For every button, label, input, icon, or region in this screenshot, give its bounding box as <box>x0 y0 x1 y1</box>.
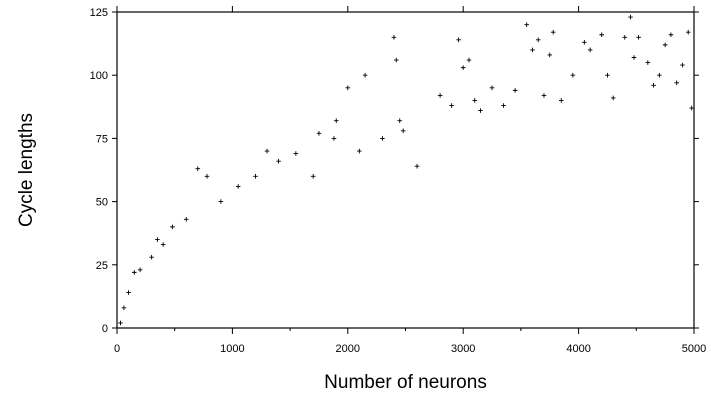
data-point <box>118 320 123 326</box>
data-point <box>657 72 662 78</box>
data-point <box>121 305 127 311</box>
y-axis-label: Cycle lengths <box>16 113 37 227</box>
data-point <box>293 151 299 156</box>
x-tick-label: 4000 <box>566 343 590 355</box>
x-tick-label: 0 <box>114 343 120 355</box>
data-point <box>662 42 668 48</box>
data-point <box>628 14 633 20</box>
data-point <box>253 174 258 179</box>
data-point <box>541 93 547 98</box>
data-point <box>183 216 189 222</box>
data-point <box>414 163 420 169</box>
data-point <box>380 136 385 141</box>
data-point <box>501 103 506 108</box>
data-point <box>155 237 160 242</box>
data-point <box>276 158 281 164</box>
data-point <box>149 254 154 260</box>
data-point <box>310 174 316 179</box>
data-point <box>466 57 472 63</box>
data-point <box>345 85 351 91</box>
data-point <box>645 60 651 65</box>
axis-ticks: 0 1000 2000 3000 4000 5000 0 25 50 75 100 125 <box>90 6 706 355</box>
data-point <box>264 148 270 154</box>
y-tick-label: 75 <box>96 133 108 145</box>
x-tick-label: 1000 <box>220 343 244 355</box>
data-point <box>400 128 406 134</box>
y-tick-label: 0 <box>102 323 108 335</box>
data-point <box>235 184 241 189</box>
data-point <box>668 32 674 38</box>
x-tick-label: 3000 <box>451 343 475 355</box>
data-point <box>535 37 541 43</box>
data-point <box>582 40 587 45</box>
data-point <box>622 34 628 40</box>
data-point <box>689 105 694 111</box>
data-point <box>132 270 137 275</box>
data-point <box>170 224 175 230</box>
data-point <box>605 72 610 78</box>
data-point <box>437 93 443 98</box>
data-point <box>512 88 518 93</box>
data-point <box>636 34 641 40</box>
data-point <box>393 57 399 63</box>
data-point <box>397 118 403 124</box>
data-point <box>160 242 166 247</box>
data-point <box>218 199 224 204</box>
data-point <box>547 52 553 58</box>
data-point <box>316 131 322 136</box>
data-point <box>530 47 535 53</box>
data-point <box>558 98 564 103</box>
data-point <box>456 37 461 43</box>
data-point <box>362 72 368 78</box>
data-point <box>587 47 593 53</box>
y-tick-label: 25 <box>96 260 108 272</box>
data-point <box>333 118 339 124</box>
x-tick-label: 2000 <box>336 343 360 355</box>
data-point <box>472 98 478 103</box>
data-point <box>357 148 362 154</box>
data-point <box>391 34 397 40</box>
y-tick-label: 125 <box>90 7 108 19</box>
plot-frame <box>116 11 695 329</box>
data-point <box>631 55 637 60</box>
data-point <box>674 80 679 86</box>
data-point <box>460 65 466 70</box>
y-tick-label: 100 <box>90 70 108 82</box>
data-point <box>599 32 604 38</box>
data-point <box>685 29 691 35</box>
data-point <box>478 108 483 113</box>
y-tick-label: 50 <box>96 197 108 209</box>
data-point <box>550 29 556 35</box>
plot-area: 0 1000 2000 3000 4000 5000 0 25 50 75 100 125 <box>90 6 706 355</box>
data-point <box>195 166 201 172</box>
data-point <box>449 103 454 108</box>
data-point <box>610 95 616 101</box>
data-point <box>126 290 131 295</box>
data-points <box>118 14 694 326</box>
data-point <box>489 85 495 91</box>
x-tick-label: 5000 <box>682 343 706 355</box>
data-point <box>204 174 210 179</box>
data-point <box>570 72 576 78</box>
data-point <box>331 136 337 141</box>
data-point <box>680 62 685 68</box>
data-point <box>137 267 143 273</box>
x-axis-label: Number of neurons <box>324 372 487 393</box>
data-point <box>651 83 656 88</box>
data-point <box>524 22 529 27</box>
